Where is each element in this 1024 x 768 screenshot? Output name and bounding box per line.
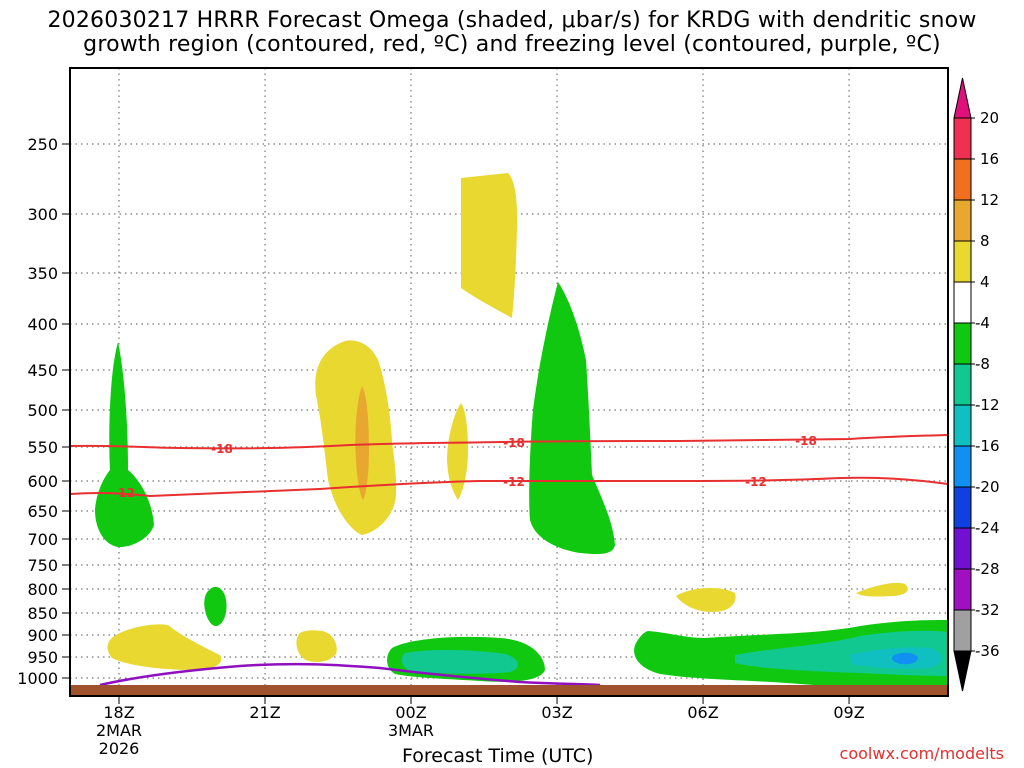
contour-minus12 (70, 476, 948, 498)
x-tick-label-06Z: 06Z (687, 703, 718, 722)
y-tick-label-300: 300 (27, 205, 58, 224)
x-axis-title: Forecast Time (UTC) (402, 745, 594, 767)
colorbar-label-20: 20 (980, 109, 999, 127)
colorbar-bottom-arrow (953, 650, 972, 692)
chart-title-line1: 2026030217 HRRR Forecast Omega (shaded, … (47, 8, 977, 33)
y-tick-label-850: 850 (27, 604, 58, 623)
y-tick-label-350: 350 (27, 264, 58, 283)
teal-omega-lowlevel-00z (401, 650, 518, 674)
y-tick-label-900: 900 (27, 626, 58, 645)
plot-frame (69, 67, 949, 697)
x-tick-label-21Z: 21Z (249, 703, 280, 722)
colorbar-top-arrow (953, 77, 972, 119)
yellow-omega-lowlevel-18z (107, 624, 222, 670)
y-tick-label-950: 950 (27, 648, 58, 667)
y-tick-label-800: 800 (27, 580, 58, 599)
y-tick-label-700: 700 (27, 530, 58, 549)
x-tick-sublabel-2MAR: 2MAR (96, 721, 142, 740)
colorbar-swatch-1 (953, 158, 972, 201)
green-omega-18z (95, 342, 154, 548)
contour-freezing-level (99, 662, 601, 687)
y-tick-label-400: 400 (27, 315, 58, 334)
orange-omega-2330z (355, 386, 369, 500)
colorbar-swatch-4 (953, 281, 972, 324)
colorbar-label--16: -16 (975, 437, 1000, 455)
shaded-regions (70, 173, 948, 696)
colorbar-label--36: -36 (975, 642, 1000, 660)
colorbar-swatch-9 (953, 486, 972, 529)
colorbar-swatch-5 (953, 322, 972, 365)
contour-label--12-1: -12 (503, 475, 525, 489)
colorbar-label--20: -20 (975, 478, 1000, 496)
x-tick-sublabel-3MAR: 3MAR (388, 721, 434, 740)
ground-surface (70, 685, 948, 696)
y-tick-label-1000: 1000 (17, 669, 58, 688)
colorbar-swatch-2 (953, 199, 972, 242)
yellow-omega-01z (447, 403, 468, 500)
blue-core-1030z (891, 652, 918, 665)
yellow-omega-06z (676, 587, 736, 612)
y-tick-label-650: 650 (27, 502, 58, 521)
x-tick-label-00Z: 00Z (395, 703, 426, 722)
colorbar-swatch-3 (953, 240, 972, 283)
green-omega-03z (529, 282, 615, 555)
colorbar-label-8: 8 (980, 232, 990, 250)
credit-text: coolwx.com/modelts (839, 744, 1004, 763)
yellow-omega-10z (856, 582, 908, 597)
colorbar-label-4: 4 (980, 273, 990, 291)
yellow-omega-2230z (296, 630, 337, 662)
y-tick-label-750: 750 (27, 556, 58, 575)
colorbar: 20 16 12 8 4 -4 -8 -12 -16 -20 -24 -28 -32 -36 (953, 77, 1000, 692)
y-tick-label-550: 550 (27, 438, 58, 457)
y-tick-label-450: 450 (27, 361, 58, 380)
colorbar-label--12: -12 (975, 396, 1000, 414)
y-axis-labels: 250 300 350 400 450 500 550 600 650 700 750 800 850 9… (17, 135, 70, 688)
colorbar-swatch-8 (953, 445, 972, 488)
contour-label--12-0: -12 (113, 486, 135, 500)
colorbar-label-12: 12 (980, 191, 999, 209)
yellow-omega-upper-0130z (461, 173, 518, 318)
colorbar-label--28: -28 (975, 560, 1000, 578)
x-tick-label-18Z: 18Z (103, 703, 134, 722)
x-tick-label-09Z: 09Z (833, 703, 864, 722)
contour-labels: -18 -18 -18 -12 -12 -12 (113, 434, 817, 500)
y-tick-label-500: 500 (27, 401, 58, 420)
x-tick-label-03Z: 03Z (541, 703, 572, 722)
colorbar-label--24: -24 (975, 519, 1000, 537)
colorbar-swatch-6 (953, 363, 972, 406)
contour-label--18-0: -18 (211, 442, 233, 456)
contour-minus18 (70, 434, 948, 450)
x-tick-sublabel-2026: 2026 (99, 739, 140, 758)
y-tick-label-600: 600 (27, 472, 58, 491)
gridlines (70, 68, 948, 685)
y-tick-label-250: 250 (27, 135, 58, 154)
contour-label--12-2: -12 (745, 475, 767, 489)
contour-label--18-2: -18 (795, 434, 817, 448)
colorbar-swatch-11 (953, 568, 972, 611)
colorbar-swatch-10 (953, 527, 972, 570)
colorbar-label--32: -32 (975, 601, 1000, 619)
contour-label--18-1: -18 (503, 436, 525, 450)
chart-title-line2: growth region (contoured, red, ºC) and f… (83, 32, 941, 57)
colorbar-label--4: -4 (975, 314, 990, 332)
colorbar-swatch-7 (953, 404, 972, 447)
colorbar-swatch-0 (953, 117, 972, 160)
colorbar-label-16: 16 (980, 150, 999, 168)
colorbar-label--8: -8 (975, 355, 990, 373)
green-omega-20z (204, 586, 227, 627)
colorbar-swatch-12 (953, 609, 972, 652)
